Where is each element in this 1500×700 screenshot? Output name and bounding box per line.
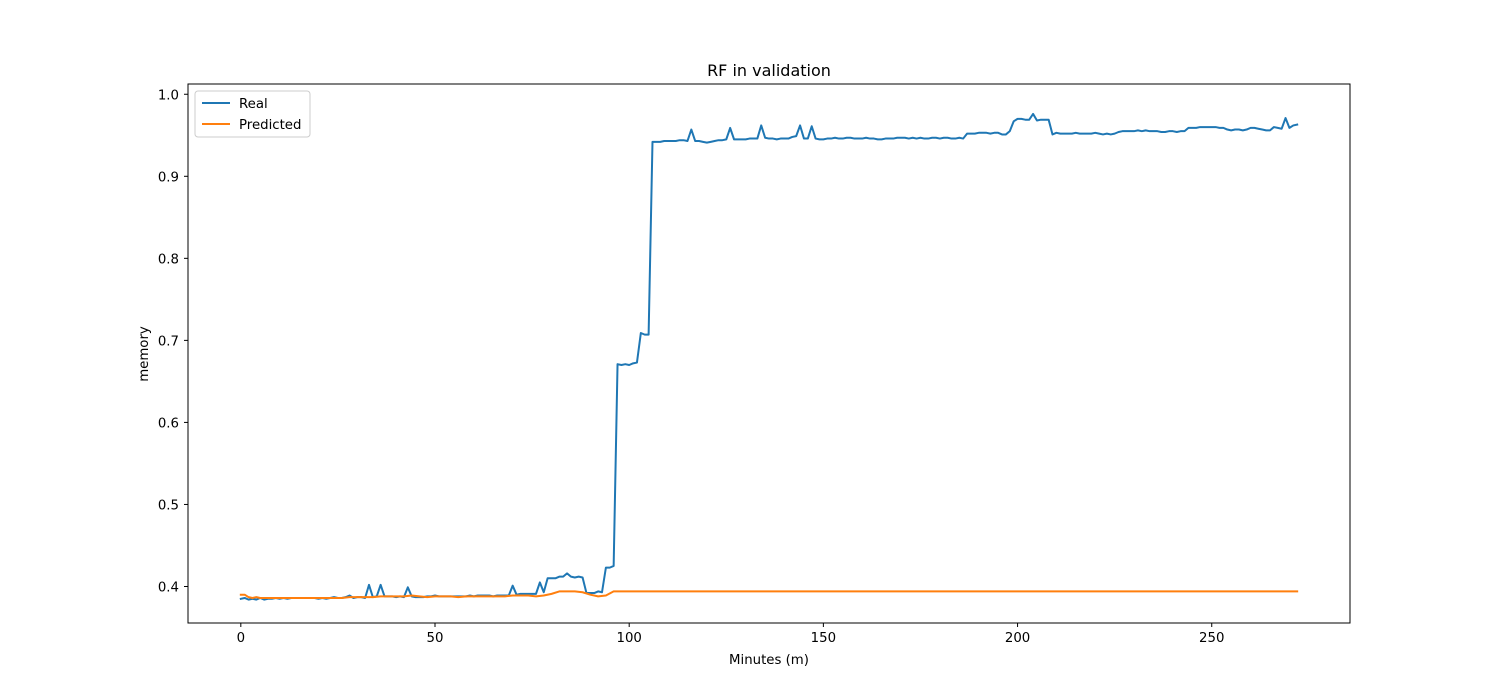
series-line-real [239, 112, 1299, 601]
y-axis: 0.4 0.5 0.6 0.7 0.8 0.9 1.0 [158, 88, 188, 595]
legend: Real Predicted [194, 90, 311, 138]
plot-frame [187, 83, 1351, 624]
y-tick-label: 0.6 [158, 416, 179, 431]
x-axis: 0 50 100 150 200 250 [237, 623, 1224, 646]
x-tick-label: 0 [237, 631, 245, 646]
series-layer [239, 112, 1299, 601]
y-tick-label: 0.9 [158, 170, 179, 185]
x-tick-label: 200 [1005, 631, 1030, 646]
y-tick-label: 0.7 [158, 334, 179, 349]
series-line-predicted [239, 590, 1299, 599]
x-tick-label: 250 [1199, 631, 1224, 646]
x-tick-label: 150 [811, 631, 836, 646]
x-tick-label: 50 [427, 631, 444, 646]
y-tick-label: 0.5 [158, 498, 179, 513]
y-axis-title: memory [137, 326, 152, 382]
x-tick-label: 100 [616, 631, 641, 646]
chart-title: RF in validation [707, 61, 831, 80]
y-tick-label: 0.4 [158, 580, 179, 595]
y-tick-label: 0.8 [158, 252, 179, 267]
y-tick-label: 1.0 [158, 88, 179, 103]
x-axis-title: Minutes (m) [729, 653, 809, 668]
legend-label-real: Real [239, 97, 268, 112]
legend-label-predicted: Predicted [239, 118, 301, 133]
